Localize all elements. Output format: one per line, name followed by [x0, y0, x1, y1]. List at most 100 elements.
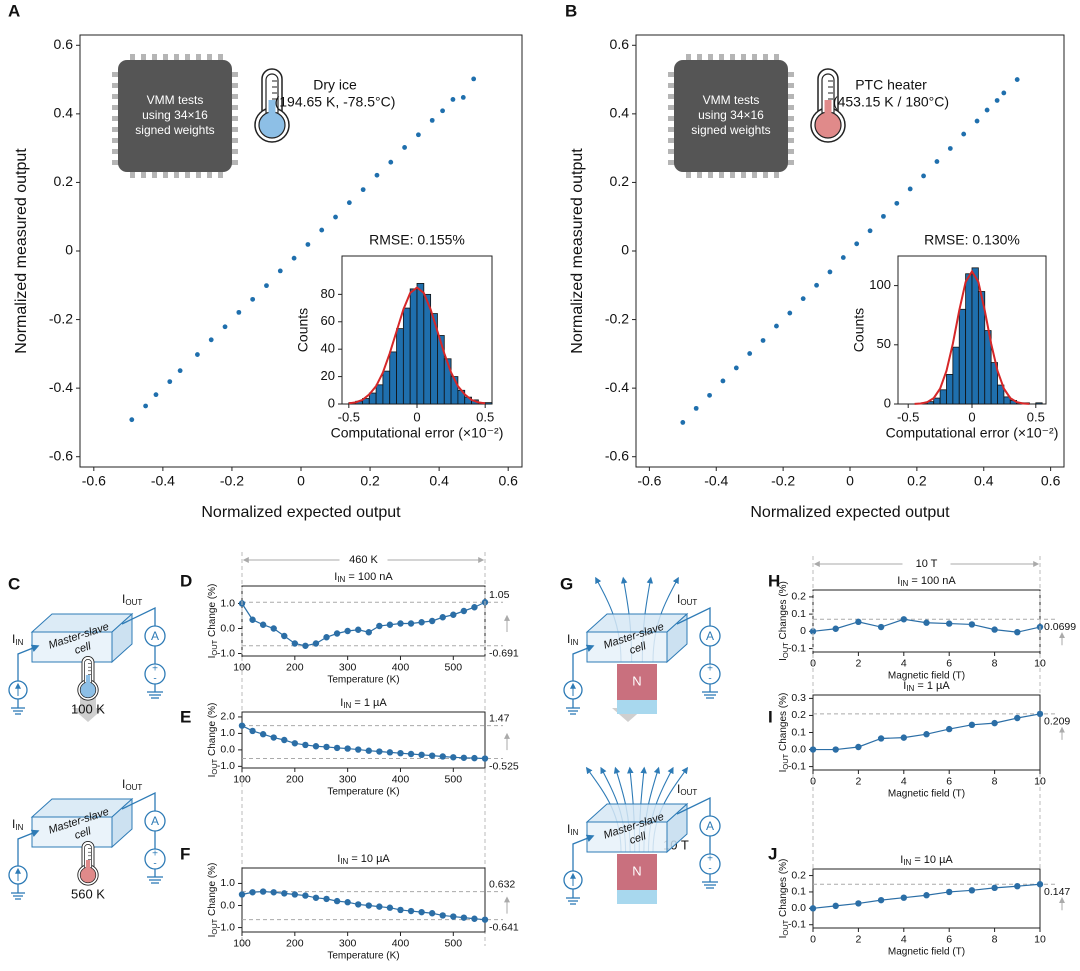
- chip-pin: [207, 54, 212, 62]
- chip-pin: [112, 72, 120, 77]
- x-axis-label: Temperature (K): [327, 787, 399, 798]
- data-point: [832, 746, 839, 753]
- chip-pin: [230, 127, 238, 132]
- histogram-bar: [939, 389, 947, 405]
- data-point: [1014, 628, 1021, 636]
- y-tick-label: -0.1: [788, 919, 806, 931]
- plot-frame: [241, 585, 486, 657]
- text-run: I: [122, 592, 125, 606]
- data-point: [900, 894, 907, 901]
- chip-pin: [230, 83, 238, 88]
- wire: [17, 644, 40, 681]
- text-run: I: [207, 775, 218, 778]
- scatter-point: [921, 173, 926, 179]
- panel-label: B: [565, 1, 577, 20]
- histogram-bar: [933, 397, 941, 405]
- data-point: [923, 619, 930, 626]
- chip-pin: [708, 54, 713, 62]
- data-point: [418, 908, 425, 916]
- cell-front: [586, 631, 668, 663]
- data-point: [270, 734, 277, 741]
- plus-label: +: [152, 664, 158, 675]
- chip-pin: [668, 127, 676, 132]
- text-run: = 100 nA: [345, 571, 393, 583]
- data-point: [471, 604, 478, 611]
- scatter-point: [961, 131, 967, 137]
- data-point: [809, 746, 817, 753]
- data-point: [249, 727, 256, 735]
- scatter-point: [800, 296, 806, 302]
- wire: [17, 829, 40, 866]
- text-run: I: [567, 632, 570, 646]
- data-point: [439, 753, 446, 760]
- x-tick-label: 500: [445, 773, 463, 785]
- x-tick-label: -0.5: [338, 409, 360, 424]
- data-point: [460, 754, 468, 761]
- data-point: [355, 626, 362, 633]
- panel-label: A: [8, 1, 20, 20]
- histogram-bar: [375, 384, 384, 405]
- text-run: I: [122, 777, 125, 791]
- scatter-point: [450, 97, 456, 102]
- histogram-bar: [946, 373, 954, 405]
- y-tick-label: 0.0: [791, 743, 806, 755]
- chip-pin: [112, 149, 120, 154]
- scatter-point: [153, 392, 159, 398]
- plus-label: +: [152, 849, 158, 860]
- y-tick-label: 0: [328, 395, 335, 410]
- data-point: [355, 901, 362, 908]
- scatter-point: [374, 172, 380, 178]
- chip-pin: [112, 94, 120, 99]
- chip-pin: [763, 54, 768, 62]
- text-run: = 10 µA: [911, 854, 953, 866]
- chip-pin: [668, 94, 676, 99]
- y-tick-label: -0.6: [49, 447, 73, 463]
- chip-pin: [185, 54, 190, 62]
- scatter-point: [680, 420, 686, 425]
- scatter-point: [1001, 90, 1007, 96]
- text-run: IN: [570, 638, 578, 647]
- y-tick-label: 0: [621, 242, 629, 258]
- data-point: [397, 620, 404, 627]
- text-run: = 1 µA: [914, 680, 950, 692]
- chip-pin: [786, 105, 794, 110]
- cell-front: [31, 816, 113, 848]
- x-tick-label: 0: [810, 775, 816, 787]
- y-tick-label: 0.0: [220, 622, 235, 634]
- histogram-bar: [382, 370, 391, 405]
- x-tick-label: 4: [901, 657, 907, 669]
- chip-pin: [230, 116, 238, 121]
- data-point: [355, 746, 362, 753]
- data-point: [365, 902, 372, 909]
- output-current-label: IOUT: [122, 777, 142, 792]
- scatter-point: [947, 146, 953, 151]
- panel-label: C: [8, 574, 20, 593]
- data-point: [397, 749, 404, 757]
- y-tick-label: 0.6: [54, 36, 74, 52]
- chip-pin: [786, 138, 794, 143]
- chip-text: using 34×16: [142, 108, 208, 122]
- data-point: [832, 625, 839, 632]
- chip-pin: [112, 116, 120, 121]
- data-point: [365, 747, 372, 754]
- chip-pin: [218, 170, 223, 178]
- x-tick-label: 6: [946, 933, 952, 945]
- scatter-point: [277, 268, 283, 274]
- data-point: [855, 743, 862, 751]
- x-tick-label: 6: [946, 775, 952, 787]
- scatter-point: [934, 159, 940, 164]
- chip-text: VMM tests: [147, 93, 204, 107]
- text-run: = 10 µA: [348, 853, 390, 865]
- x-tick-label: -0.4: [704, 473, 728, 489]
- data-point: [344, 745, 351, 752]
- data-point: [855, 618, 862, 626]
- text-run: OUT: [125, 783, 142, 792]
- scatter-point: [319, 227, 325, 233]
- minus-label: -: [708, 864, 711, 875]
- data-point: [923, 731, 930, 738]
- y-axis-label: IOUT Change (%): [207, 863, 219, 938]
- thermometer-liquid: [85, 675, 91, 687]
- chip-pin: [152, 170, 157, 178]
- histogram-bar: [389, 351, 397, 405]
- y-tick-label: 0.1: [791, 886, 806, 898]
